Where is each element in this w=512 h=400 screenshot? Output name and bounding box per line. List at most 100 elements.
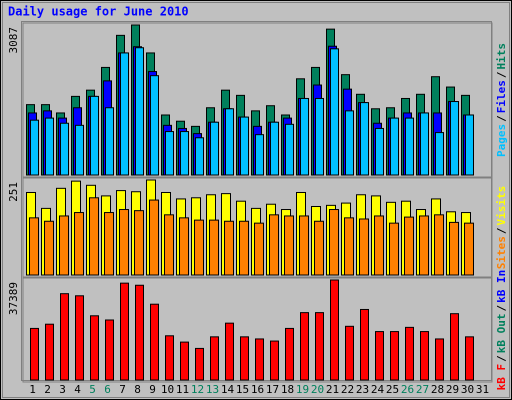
bar <box>270 340 279 381</box>
x-tick-label: 17 <box>266 383 279 396</box>
bar <box>30 119 39 176</box>
bar <box>255 338 264 381</box>
x-tick-label: 25 <box>386 383 399 396</box>
bar <box>150 75 159 176</box>
bar <box>435 338 444 381</box>
bar <box>195 347 204 381</box>
bar <box>224 220 234 276</box>
legend-entry: kB In <box>495 270 508 303</box>
legend: kB F/kB Out/kB In <box>495 270 508 391</box>
x-tick-label: 9 <box>149 383 156 396</box>
x-tick-label: 3 <box>59 383 66 396</box>
bar <box>75 295 84 381</box>
x-tick-label: 7 <box>119 383 126 396</box>
bar <box>420 112 429 176</box>
x-tick-label: 28 <box>431 383 444 396</box>
bar <box>404 216 414 276</box>
bar <box>405 326 414 381</box>
x-tick-label: 26 <box>401 383 414 396</box>
bar <box>179 217 189 276</box>
y-tick-label: 37389 <box>7 282 20 315</box>
legend-separator: / <box>495 71 508 78</box>
bar <box>194 219 204 276</box>
bar <box>449 221 459 276</box>
bar <box>255 134 264 176</box>
bar <box>149 199 159 276</box>
bar <box>389 222 399 276</box>
bar <box>390 117 399 176</box>
x-tick-label: 16 <box>251 383 264 396</box>
bar <box>239 220 249 276</box>
bar <box>134 210 144 276</box>
bar <box>165 335 174 381</box>
x-tick-label: 31 <box>476 383 489 396</box>
bar <box>330 279 339 381</box>
bar <box>330 48 339 176</box>
bar <box>74 212 84 276</box>
panel <box>22 177 493 278</box>
legend-separator: / <box>495 304 508 311</box>
x-tick-label: 20 <box>311 383 324 396</box>
bar <box>150 303 159 381</box>
bar <box>345 110 354 176</box>
x-tick-label: 6 <box>104 383 111 396</box>
bar <box>164 214 174 276</box>
bar <box>209 219 219 276</box>
bar <box>165 131 174 176</box>
bar <box>240 116 249 176</box>
bar <box>104 212 114 276</box>
bar <box>284 215 294 276</box>
bar <box>344 217 354 276</box>
bar <box>464 222 474 276</box>
legend-entry: Files <box>495 80 508 113</box>
bar <box>135 284 144 381</box>
bar <box>359 218 369 276</box>
bar <box>225 322 234 381</box>
bar <box>375 127 384 176</box>
x-tick-label: 29 <box>446 383 459 396</box>
x-tick-label: 10 <box>161 383 174 396</box>
bar <box>105 107 114 176</box>
y-tick-label: 251 <box>7 182 20 202</box>
legend-separator: / <box>495 227 508 234</box>
bar <box>105 319 114 381</box>
bar <box>45 323 54 381</box>
legend-entry: Pages <box>495 124 508 157</box>
bar <box>465 114 474 176</box>
bar <box>44 220 54 276</box>
x-tick-label: 14 <box>221 383 235 396</box>
x-tick-label: 19 <box>296 383 309 396</box>
panel <box>22 277 493 383</box>
bar <box>120 282 129 381</box>
x-tick-label: 24 <box>371 383 385 396</box>
bar <box>405 117 414 176</box>
bar <box>374 215 384 276</box>
x-tick-label: 8 <box>134 383 141 396</box>
x-tick-label: 13 <box>206 383 219 396</box>
legend-entry: Hits <box>495 43 508 70</box>
bar <box>29 217 39 276</box>
chart-title: Daily usage for June 2010 <box>8 5 189 19</box>
x-tick-label: 30 <box>461 383 474 396</box>
x-tick-label: 21 <box>326 383 339 396</box>
bar <box>285 123 294 176</box>
x-tick-label: 4 <box>74 383 81 396</box>
bar <box>315 312 324 381</box>
bar <box>59 215 69 276</box>
bar <box>360 102 369 176</box>
bar <box>329 209 339 276</box>
bar <box>315 97 324 176</box>
bar <box>419 215 429 276</box>
bar <box>254 222 264 276</box>
legend: Sites /Visits <box>495 186 508 270</box>
bar <box>434 214 444 276</box>
x-tick-label: 11 <box>176 383 189 396</box>
bar <box>210 121 219 176</box>
bar <box>314 220 324 276</box>
bar <box>375 331 384 381</box>
bar <box>60 122 69 176</box>
bar <box>135 47 144 176</box>
x-tick-label: 2 <box>44 383 51 396</box>
